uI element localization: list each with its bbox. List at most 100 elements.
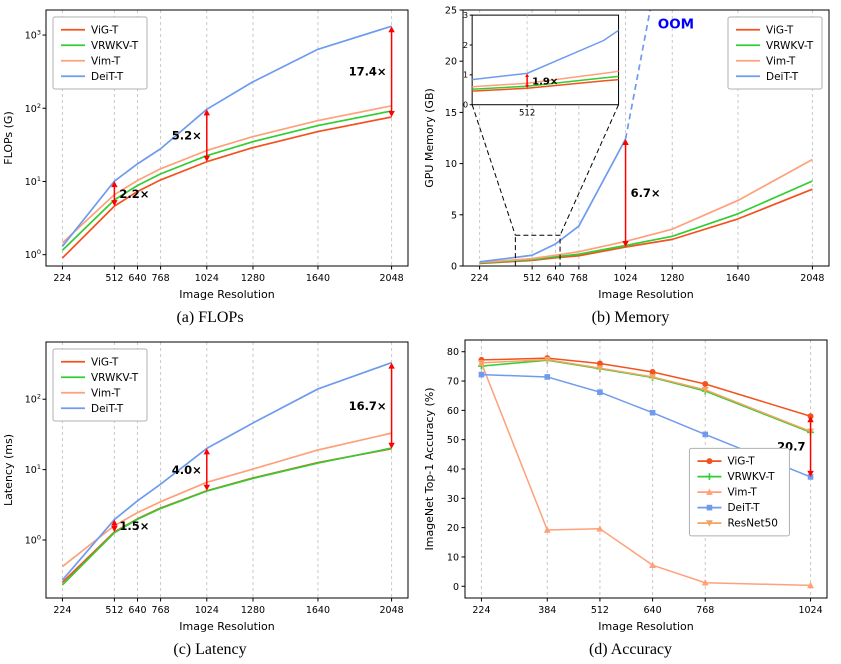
legend-entry: ViG-T [766, 24, 794, 36]
y-tick-label: 20 [444, 57, 456, 68]
axes-frame [462, 9, 829, 267]
series-line-VRWKV-T [479, 180, 813, 264]
x-tick-label: 512 [590, 605, 608, 616]
x-tick-label: 1024 [798, 605, 822, 616]
caption-accuracy: (d) Accuracy [588, 641, 673, 658]
x-tick-label: 2048 [379, 273, 403, 284]
series-line-ViG-T [61, 447, 392, 583]
x-tick-label: 640 [128, 605, 146, 616]
legend-entry: DeiT-T [91, 71, 124, 83]
y-tick-label: 25 [444, 6, 456, 17]
y-axis-label: FLOPs (G) [2, 111, 15, 165]
inset-axes: 0 1 2 3 512 1.9× [463, 11, 619, 119]
x-axis-label: Image Resolution [598, 288, 693, 301]
y-tick-label: 70 [446, 377, 458, 388]
subplot-memory: 224 512 640 768 1024 1280 1640 2048 Image Resolu… [420, 0, 841, 332]
x-tick-label: 1024 [195, 273, 219, 284]
y-axis: 100 101 102 [25, 393, 46, 547]
series-line-Vim-T [61, 432, 392, 568]
annotation-arrow: 2.2× [111, 181, 149, 207]
y-axis: 0 10 20 30 40 50 60 70 80 [446, 347, 465, 593]
series [61, 361, 392, 586]
y-tick-label: 101 [25, 463, 41, 476]
y-tick-label: 30 [446, 494, 458, 505]
oom-label: OOM [657, 16, 693, 32]
annotation-label: 2.2× [119, 187, 149, 201]
x-tick-label: 768 [152, 605, 170, 616]
inset-x-tick-label: 512 [519, 109, 535, 119]
x-tick-label: 1024 [613, 273, 637, 284]
y-axis-label: ImageNet Top-1 Accuracy (%) [423, 387, 436, 550]
inset-y-tick-label: 0 [463, 101, 468, 110]
x-axis: 224 512 640 768 1024 1280 1640 2048 [470, 266, 824, 284]
inset-series-line-ViG-T [471, 78, 619, 92]
y-tick-label: 102 [25, 102, 41, 115]
axes-frame [45, 9, 409, 267]
x-tick-label: 512 [523, 273, 541, 284]
y-axis: 100 101 102 103 [25, 29, 46, 261]
series-line-Vim-T [479, 158, 813, 264]
subplot-latency: 224 512 640 768 1024 1280 1640 2048 Image Resolu… [0, 332, 420, 664]
legend-entry: ViG-T [727, 456, 755, 468]
x-tick-label: 384 [538, 605, 556, 616]
annotation-arrow: 17.4× [349, 26, 395, 117]
x-tick-label: 1640 [306, 605, 330, 616]
inset-y-tick-label: 1 [463, 71, 468, 80]
x-tick-label: 224 [53, 605, 71, 616]
series-line-ResNet50 [480, 358, 811, 433]
inset-y-tick-label: 3 [463, 11, 468, 20]
series-line-Vim-T [61, 104, 392, 244]
series-line-VRWKV-T [61, 447, 392, 586]
y-tick-label: 60 [446, 406, 458, 417]
series-line-DeiT-T [61, 25, 392, 247]
y-tick-label: 80 [446, 347, 458, 358]
x-tick-label: 768 [152, 273, 170, 284]
series-line-VRWKV-T [61, 110, 392, 251]
series-line-Vim-T [480, 362, 811, 587]
annotation-arrow: 6.7× [621, 139, 660, 248]
x-tick-label: 640 [643, 605, 661, 616]
annotation-label: 6.7× [630, 186, 660, 200]
annotation-label: 4.0× [172, 463, 202, 477]
oom-dashed-line [624, 10, 651, 140]
annotation-label: 5.2× [172, 129, 202, 143]
legend-entry: VRWKV-T [91, 372, 139, 384]
flops-chart: 224 512 640 768 1024 1280 1640 2048 Image Resolu… [2, 9, 409, 301]
legend-entry: ResNet50 [727, 518, 778, 530]
x-tick-label: 512 [105, 605, 123, 616]
caption-latency: (c) Latency [173, 641, 247, 658]
x-tick-label: 1024 [195, 605, 219, 616]
series [61, 25, 392, 259]
series-line-ViG-T [479, 188, 813, 265]
series-line-DeiT-T [480, 373, 811, 478]
x-tick-label: 640 [546, 273, 564, 284]
x-tick-label: 2048 [379, 605, 403, 616]
annotation-arrow: 16.7× [349, 362, 395, 449]
annotation-label: 16.7× [349, 399, 387, 413]
x-tick-label: 224 [472, 605, 490, 616]
x-tick-label: 640 [128, 273, 146, 284]
annotation-arrow: 5.2× [172, 109, 210, 162]
annotation-arrow: 1.5× [111, 519, 149, 533]
caption-flops: (a) FLOPs [176, 309, 244, 326]
y-tick-label: 15 [444, 108, 456, 119]
y-tick-label: 0 [452, 582, 458, 593]
x-axis: 224 512 640 768 1024 1280 1640 2048 [53, 598, 404, 616]
legend-entry: VRWKV-T [727, 471, 775, 483]
inset-connector [471, 104, 516, 236]
series [477, 355, 814, 589]
legend-entry: VRWKV-T [766, 40, 814, 52]
annotation-label: 1.9× [532, 76, 558, 87]
legend: ViG-T VRWKV-T Vim-T DeiT-T [52, 348, 148, 422]
x-tick-label: 1280 [241, 605, 265, 616]
series-line-ViG-T [61, 116, 392, 259]
subplot-accuracy: 224 384 512 640 768 1024 Image Resolution 0 10 20… [420, 332, 841, 664]
y-tick-label: 100 [25, 534, 41, 547]
x-tick-label: 1640 [725, 273, 749, 284]
series-line-DeiT-T [478, 138, 626, 263]
annotation-label: 17.4× [349, 65, 387, 79]
x-tick-label: 1280 [241, 273, 265, 284]
legend-entry: Vim-T [727, 487, 757, 499]
